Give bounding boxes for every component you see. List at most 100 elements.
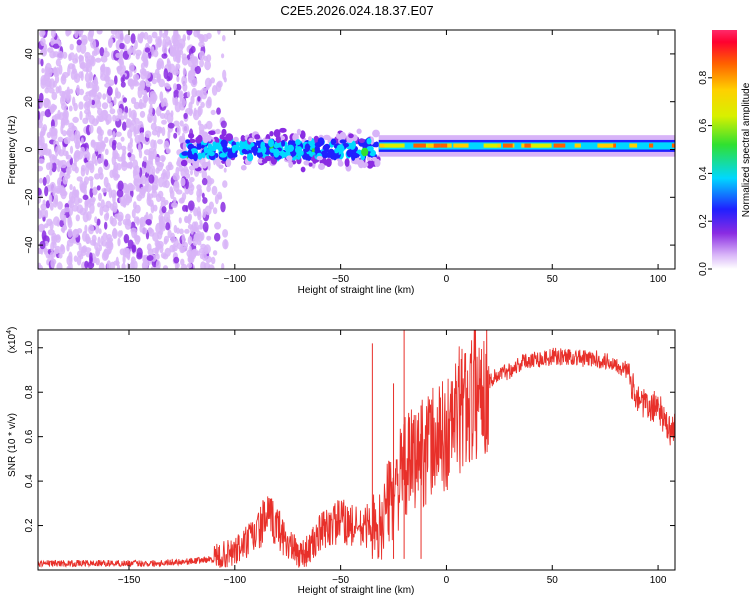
heatmap-noise-cell [72,228,80,238]
heatmap-noise-cell [63,136,71,145]
heatmap-noise-cell [159,155,166,162]
heatmap-noise-cell [126,163,132,169]
heatmap-line-peak [440,143,448,148]
heatmap-line-peak [379,143,386,148]
heatmap-noise-cell [97,202,102,208]
heatmap-band-cell [254,134,261,140]
heatmap-noise-cell [84,260,89,269]
heatmap-noise-cell [134,40,138,50]
heatmap-noise-cell [148,97,155,105]
heatmap-noise-cell [137,143,142,153]
snr-scale-exponent: 4 [6,330,13,334]
heatmap-noise-cell [49,127,53,136]
heatmap-noise-cell [50,131,58,141]
heatmap-noise-cell [95,46,100,56]
heatmap-noise-cell [88,115,95,125]
heatmap-noise-cell [61,117,65,126]
heatmap-noise-cell [206,235,212,241]
snr-x-label: Height of straight line (km) [298,585,415,596]
heatmap-band-cell [220,139,228,148]
heatmap-noise-cell [76,151,84,160]
heatmap-noise-cell [175,63,181,70]
heatmap-noise-cell [114,75,118,85]
heatmap-noise-cell [52,187,56,197]
heatmap-noise-cell [103,50,110,58]
heatmap-noise-cell [49,105,55,114]
heatmap-noise-cell [224,239,228,249]
heatmap-noise-cell [69,184,73,191]
heatmap-noise-cell [173,238,179,247]
heatmap-noise-cell [127,144,131,152]
heatmap-noise-cell [98,262,105,269]
heatmap-line-peak [574,143,581,148]
heatmap-band-cell [180,159,188,167]
heatmap-noise-cell [159,113,166,119]
heatmap-noise-cell [95,223,100,235]
spectrogram-x-tick-label: 50 [547,274,559,285]
heatmap-noise-cell [160,172,166,179]
heatmap-noise-cell [57,201,63,210]
heatmap-noise-cell [107,129,113,137]
heatmap-noise-cell [84,224,88,234]
heatmap-noise-cell [119,248,126,256]
heatmap-band-cell [188,138,196,144]
heatmap-noise-cell [193,30,200,38]
heatmap-noise-cell [60,189,67,200]
heatmap-noise-cell [173,120,180,127]
heatmap-marks [38,30,675,269]
heatmap-noise-cell [131,244,137,253]
heatmap-noise-cell [206,185,211,193]
colorbar-tick-label: 0.4 [698,166,709,180]
heatmap-noise-cell [141,89,147,96]
heatmap-noise-cell [69,200,75,208]
heatmap-noise-cell [222,35,226,42]
heatmap-noise-cell [99,47,105,57]
heatmap-noise-cell [161,53,168,59]
heatmap-noise-cell [113,96,117,106]
heatmap-noise-cell [146,255,154,261]
heatmap-noise-cell [119,42,125,50]
heatmap-noise-cell [135,183,140,192]
heatmap-band-cell [364,162,369,168]
colorbar-label: Normalized spectral amplitude [741,82,750,217]
heatmap-noise-cell [176,125,181,136]
heatmap-noise-cell [161,119,167,125]
heatmap-noise-cell [180,258,185,266]
heatmap-band-cell [225,158,232,167]
heatmap-noise-cell [193,107,197,117]
heatmap-noise-cell [129,137,133,145]
heatmap-line-peak [445,143,452,148]
heatmap-noise-cell [217,80,223,88]
heatmap-noise-cell [194,232,200,240]
heatmap-noise-cell [80,70,84,82]
heatmap-noise-cell [191,70,196,76]
heatmap-noise-cell [186,262,193,269]
heatmap-noise-cell [175,49,180,59]
heatmap-line-peak [413,143,426,148]
heatmap-noise-cell [175,83,182,91]
heatmap-noise-cell [48,87,55,94]
heatmap-noise-cell [105,113,112,124]
heatmap-band-cell [185,139,191,144]
heatmap-noise-cell [85,66,89,74]
heatmap-noise-cell [133,126,137,137]
heatmap-noise-cell [40,203,47,211]
heatmap-noise-cell [210,109,216,116]
heatmap-noise-cell [190,45,196,54]
heatmap-noise-cell [106,249,111,255]
heatmap-band-cell [261,145,267,154]
heatmap-noise-cell [136,247,143,258]
heatmap-noise-cell [204,77,212,89]
spectrogram-y-label: Frequency (Hz) [7,116,18,185]
heatmap-noise-cell [68,88,74,94]
heatmap-noise-cell [163,30,169,36]
heatmap-band-cell [339,139,347,144]
heatmap-noise-cell [194,65,201,75]
heatmap-noise-cell [128,195,133,202]
heatmap-noise-cell [169,189,175,200]
heatmap-band-cell [374,141,380,148]
snr-x-tick-label: −50 [332,575,349,586]
snr-line-marks [38,330,675,568]
heatmap-noise-cell [76,39,82,46]
